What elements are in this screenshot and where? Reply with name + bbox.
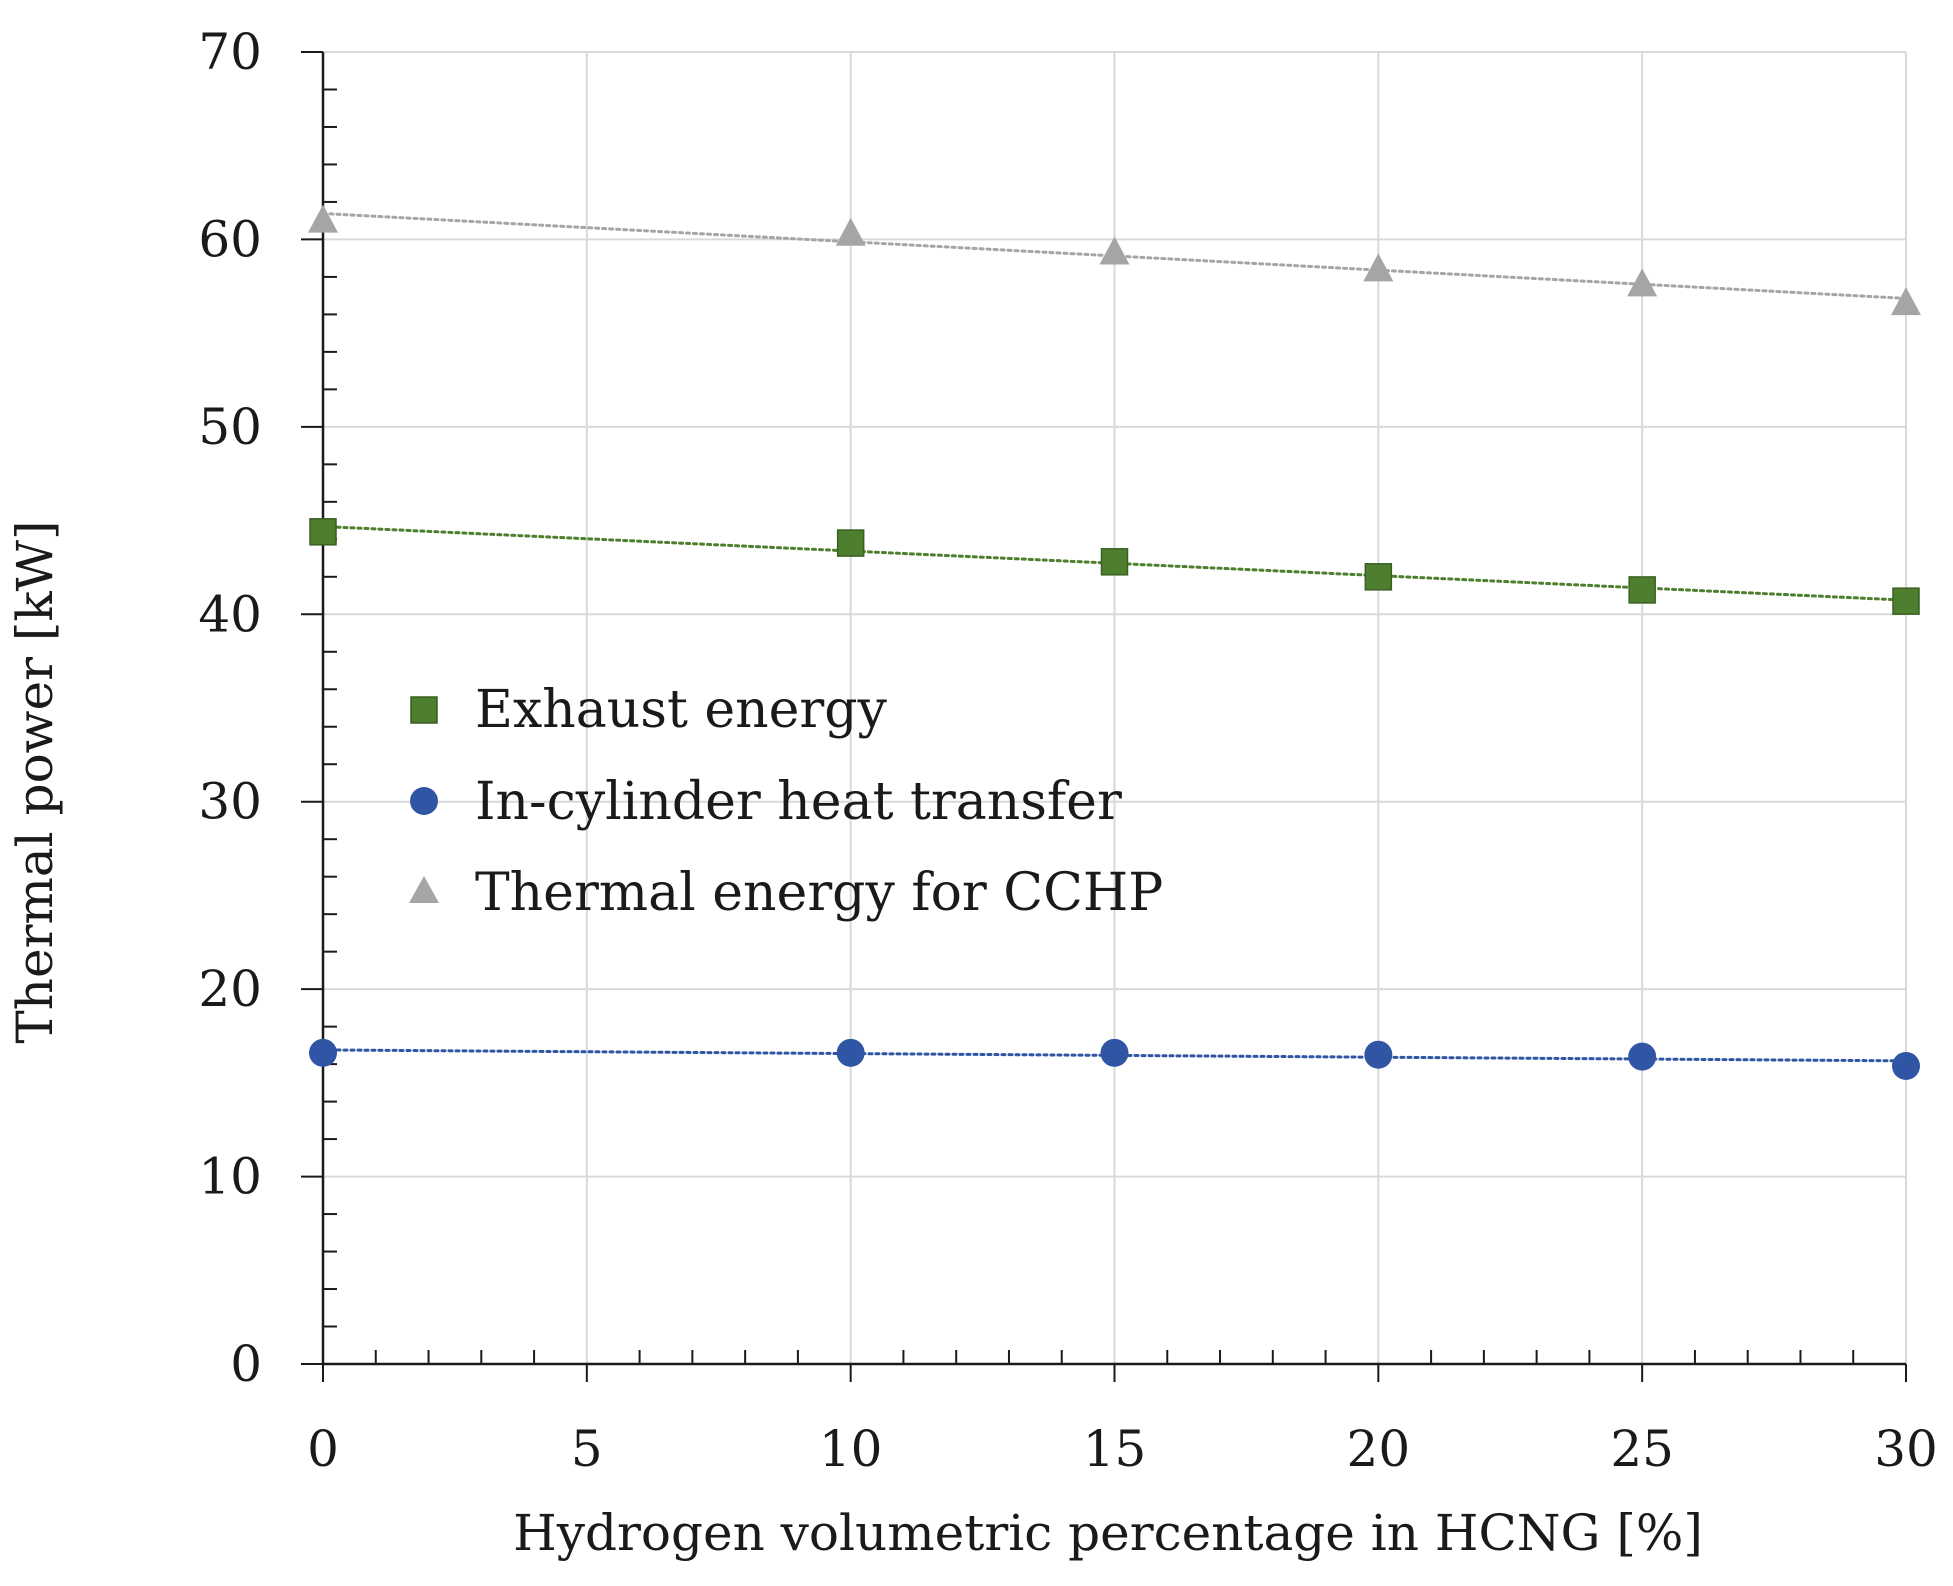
x-tick-label-15: 15: [1083, 1420, 1147, 1478]
ticks: [301, 51, 1907, 1382]
x-tick-label-25: 25: [1610, 1420, 1674, 1478]
y-tick-label-50: 50: [198, 398, 262, 456]
legend-label-in-cylinder-heat-transfer: In-cylinder heat transfer: [475, 772, 1122, 832]
y-axis-title: Thermal power [kW]: [6, 520, 64, 1043]
legend-label-exhaust-energy: Exhaust energy: [475, 680, 888, 740]
legend-marker-thermal-energy-for-cchp: [409, 876, 439, 903]
point-exhaust-energy-25: [1628, 576, 1656, 604]
point-in-cylinder-heat-transfer-10: [836, 1038, 865, 1067]
x-tick-label-10: 10: [819, 1420, 883, 1478]
point-thermal-energy-for-cchp-0: [308, 204, 338, 233]
tick-labels: 0 10 20 30 40 50 60 70 0 5 10 15 20 25 30: [198, 23, 1937, 1478]
point-exhaust-energy-0: [309, 518, 337, 546]
y-tick-label-70: 70: [198, 23, 262, 81]
x-axis-title: Hydrogen volumetric percentage in HCNG […: [513, 1504, 1703, 1562]
point-thermal-energy-for-cchp-20: [1363, 253, 1394, 282]
point-in-cylinder-heat-transfer-30: [1892, 1051, 1920, 1080]
point-in-cylinder-heat-transfer-15: [1100, 1038, 1129, 1067]
y-tick-label-0: 0: [230, 1335, 262, 1393]
point-exhaust-energy-10: [836, 529, 865, 557]
point-thermal-energy-for-cchp-30: [1891, 287, 1921, 316]
x-tick-label-30: 30: [1874, 1420, 1938, 1478]
data-markers: [308, 204, 1921, 1080]
x-tick-label-20: 20: [1347, 1420, 1411, 1478]
legend-marker-in-cylinder-heat-transfer: [410, 787, 438, 815]
legend-marker-exhaust-energy: [410, 696, 438, 724]
grid: [323, 51, 1907, 1364]
legend-label-thermal-energy-for-cchp: Thermal energy for CCHP: [475, 863, 1163, 923]
point-in-cylinder-heat-transfer-25: [1628, 1042, 1657, 1071]
y-tick-label-20: 20: [198, 960, 262, 1018]
x-tick-label-0: 0: [307, 1420, 339, 1478]
y-tick-label-30: 30: [198, 773, 262, 831]
point-thermal-energy-for-cchp-10: [835, 217, 866, 246]
y-tick-label-60: 60: [198, 210, 262, 268]
point-in-cylinder-heat-transfer-20: [1364, 1040, 1393, 1069]
x-tick-label-5: 5: [571, 1420, 603, 1478]
legend: Exhaust energy In-cylinder heat transfer…: [409, 680, 1163, 923]
point-exhaust-energy-20: [1364, 563, 1393, 591]
point-thermal-energy-for-cchp-15: [1099, 236, 1130, 265]
point-exhaust-energy-15: [1100, 548, 1129, 576]
y-tick-label-40: 40: [198, 585, 262, 643]
point-exhaust-energy-30: [1892, 587, 1920, 615]
y-tick-label-10: 10: [198, 1148, 262, 1206]
point-thermal-energy-for-cchp-25: [1627, 268, 1658, 297]
point-in-cylinder-heat-transfer-0: [309, 1038, 337, 1067]
